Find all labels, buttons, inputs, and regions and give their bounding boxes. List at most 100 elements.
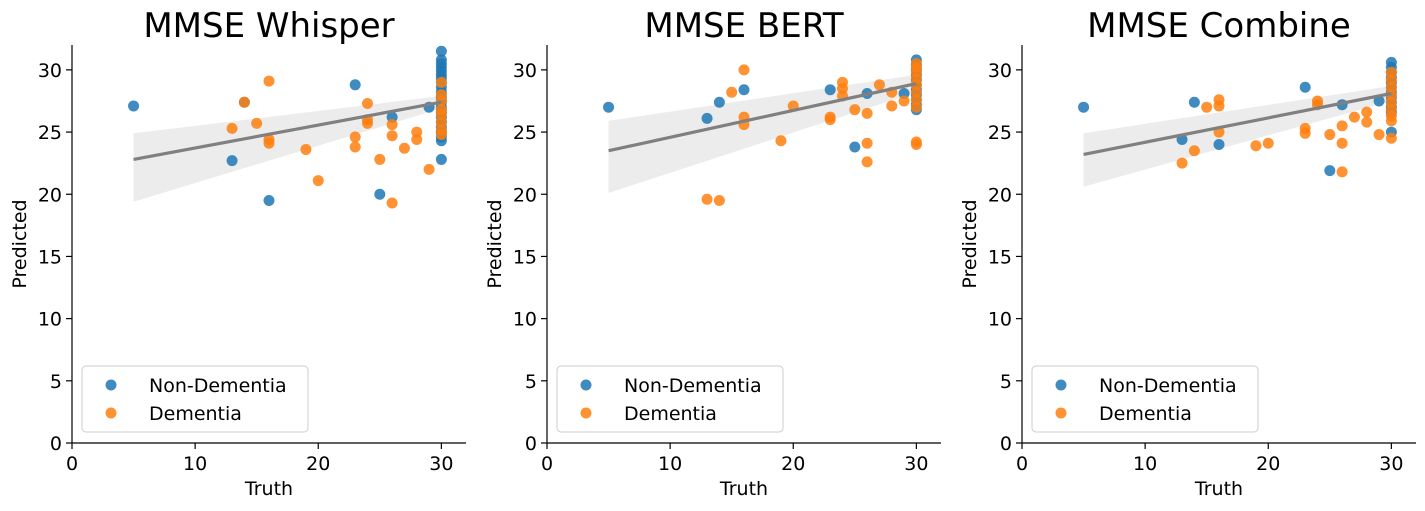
y-tick-label: 25 — [988, 122, 1012, 144]
data-point-dementia — [738, 64, 750, 76]
data-point-dementia — [1336, 120, 1348, 132]
y-axis-label: Predicted — [959, 199, 981, 288]
legend-label: Dementia — [624, 403, 717, 425]
y-tick-label: 5 — [525, 371, 537, 393]
data-point-non-dementia — [349, 79, 361, 91]
data-point-dementia — [362, 97, 373, 109]
data-point-non-dementia — [1188, 96, 1200, 108]
x-tick-label: 30 — [904, 453, 928, 475]
data-point-non-dementia — [263, 194, 275, 206]
y-tick-label: 30 — [988, 60, 1012, 82]
legend-label: Dementia — [1099, 403, 1192, 425]
regression-line — [608, 81, 917, 153]
data-point-non-dementia — [435, 45, 447, 57]
x-tick-label: 10 — [658, 453, 682, 475]
data-point-dementia — [386, 197, 398, 209]
data-point-dementia — [861, 137, 873, 149]
legend-label: Dementia — [149, 403, 242, 425]
data-point-dementia — [312, 175, 324, 187]
data-point-dementia — [251, 117, 263, 129]
data-point-non-dementia — [435, 153, 447, 165]
y-tick-label: 0 — [1000, 433, 1012, 455]
data-point-dementia — [1176, 157, 1188, 169]
legend-marker — [580, 379, 592, 391]
data-point-non-dementia — [374, 188, 386, 200]
y-tick-label: 15 — [513, 246, 537, 268]
data-point-dementia — [263, 137, 275, 149]
data-point-dementia — [1188, 145, 1200, 157]
y-tick-label: 25 — [38, 122, 62, 144]
y-tick-label: 20 — [38, 184, 62, 206]
data-point-non-dementia — [1299, 81, 1311, 93]
x-tick-label: 10 — [1133, 453, 1157, 475]
y-tick-label: 5 — [50, 371, 62, 393]
data-point-dementia — [300, 143, 312, 155]
confidence-band — [1083, 86, 1392, 187]
data-point-non-dementia — [1213, 139, 1225, 150]
data-point-dementia — [1262, 137, 1274, 149]
data-point-dementia — [435, 76, 447, 88]
x-tick-label: 20 — [306, 453, 330, 475]
data-point-dementia — [1299, 127, 1311, 139]
x-tick-label: 10 — [183, 453, 207, 475]
legend: Non-Dementia Dementia — [556, 365, 784, 433]
y-tick-label: 20 — [988, 184, 1012, 206]
y-tick-label: 15 — [38, 246, 62, 268]
confidence-band — [608, 74, 917, 194]
data-point-dementia — [849, 104, 861, 116]
data-point-dementia — [861, 156, 873, 168]
x-tick-label: 0 — [1016, 453, 1028, 475]
x-axis-label: Truth — [244, 478, 293, 500]
data-point-dementia — [398, 142, 410, 154]
data-point-non-dementia — [701, 112, 713, 124]
legend-label: Non-Dementia — [1099, 375, 1237, 397]
data-point-non-dementia — [1324, 165, 1336, 177]
legend-marker — [105, 407, 117, 419]
y-tick-label: 5 — [1000, 371, 1012, 393]
data-point-dementia — [1361, 106, 1373, 118]
legend-marker — [580, 407, 592, 419]
x-tick-label: 0 — [541, 453, 553, 475]
data-point-dementia — [701, 193, 713, 205]
data-point-dementia — [362, 117, 373, 129]
x-tick-label: 0 — [66, 453, 78, 475]
data-point-dementia — [726, 86, 738, 98]
x-axis-label: Truth — [719, 478, 768, 500]
data-point-dementia — [1361, 116, 1373, 128]
data-point-dementia — [263, 75, 275, 87]
data-point-dementia — [886, 100, 898, 112]
y-tick-label: 10 — [988, 309, 1012, 331]
y-tick-label: 0 — [50, 433, 62, 455]
y-axis-label: Predicted — [9, 199, 31, 288]
data-point-dementia — [898, 95, 910, 107]
data-point-dementia — [349, 131, 361, 143]
x-axis-label: Truth — [1194, 478, 1243, 500]
y-tick-label: 30 — [38, 60, 62, 82]
data-point-dementia — [226, 122, 238, 134]
legend-frame — [556, 365, 784, 433]
chart-panel-3: MMSE Combine 0 10 20 30 0 5 10 15 20 25 30 Truth Pred… — [959, 6, 1416, 500]
legend: Non-Dementia Dementia — [1031, 365, 1259, 433]
data-point-dementia — [1348, 111, 1360, 123]
data-point-non-dementia — [849, 141, 861, 153]
y-tick-label: 30 — [513, 60, 537, 82]
data-point-non-dementia — [713, 96, 725, 108]
data-point-dementia — [713, 194, 725, 206]
legend-label: Non-Dementia — [624, 375, 762, 397]
data-point-non-dementia — [824, 84, 836, 96]
data-point-dementia — [435, 129, 447, 141]
data-point-dementia — [910, 139, 922, 150]
y-tick-label: 25 — [513, 122, 537, 144]
data-point-dementia — [386, 130, 398, 142]
data-point-dementia — [1373, 129, 1385, 141]
chart-panel-2: MMSE BERT 0 10 20 30 0 5 10 15 20 25 30 Truth Predict… — [484, 6, 941, 500]
y-tick-label: 15 — [988, 246, 1012, 268]
data-point-dementia — [873, 79, 885, 91]
data-point-dementia — [1213, 100, 1225, 112]
data-point-dementia — [1201, 101, 1213, 113]
chart-title: MMSE Combine — [1087, 6, 1351, 46]
data-point-dementia — [423, 163, 435, 175]
data-point-dementia — [910, 101, 922, 113]
data-point-non-dementia — [603, 101, 615, 113]
